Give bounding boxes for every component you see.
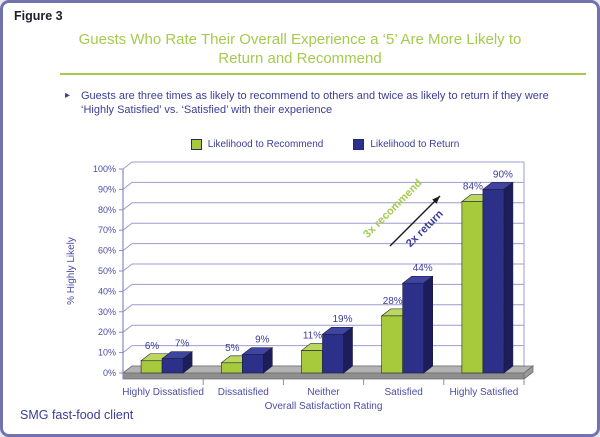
category-label: Highly Satisfied: [449, 387, 518, 398]
figure-label: Figure 3: [14, 9, 63, 23]
y-tick-label: 70%: [98, 225, 116, 235]
category-label: Satisfied: [385, 387, 423, 398]
bar-return: [482, 189, 505, 374]
bar-return: [242, 354, 264, 374]
bar-return-side: [503, 181, 514, 374]
legend-swatch-return: [353, 139, 365, 150]
y-tick-label: 90%: [98, 184, 116, 194]
y-gridline: [122, 202, 524, 211]
chart-title-line2: Return and Recommend: [218, 50, 382, 67]
value-label-recommend: 6%: [145, 341, 160, 352]
value-label-return: 9%: [255, 335, 270, 346]
y-tick-label: 100%: [93, 164, 116, 174]
bar-recommend: [140, 360, 163, 374]
y-tick-label: 30%: [98, 307, 116, 317]
value-label-recommend: 11%: [303, 331, 322, 342]
y-tick-label: 20%: [98, 327, 116, 337]
legend-item-return: Likelihood to Return: [353, 139, 459, 150]
chart-legend: Likelihood to Recommend Likelihood to Re…: [47, 139, 597, 150]
bar-return: [322, 333, 344, 374]
y-tick-label: 60%: [98, 246, 116, 256]
chart-title: Guests Who Rate Their Overall Experience…: [41, 30, 559, 68]
legend-label-return: Likelihood to Return: [370, 139, 460, 150]
bar-recommend: [301, 350, 323, 374]
value-label-recommend: 5%: [225, 343, 240, 354]
value-label-recommend: 28%: [383, 296, 403, 307]
value-label-return: 44%: [413, 263, 433, 274]
legend-swatch-recommend: [190, 139, 202, 150]
y-tick-label: 50%: [98, 266, 116, 276]
category-label: Dissatisfied: [218, 387, 269, 398]
bar-return: [402, 282, 425, 374]
floor-end: [523, 365, 534, 380]
x-axis-title: Overall Satisfaction Rating: [265, 401, 383, 412]
bullet-point: ▸ Guests are three times as likely to re…: [65, 89, 579, 117]
bar-return-side: [423, 275, 434, 374]
legend-item-recommend: Likelihood to Recommend: [190, 139, 324, 150]
y-gridline: [122, 161, 524, 170]
bar-return: [161, 358, 184, 374]
chart-title-line1: Guests Who Rate Their Overall Experience…: [78, 31, 522, 48]
value-label-recommend: 84%: [463, 182, 483, 193]
annotation-arrow: [389, 195, 441, 247]
y-tick-label: 80%: [98, 205, 116, 215]
y-gridline: [122, 304, 524, 313]
value-label-return: 19%: [332, 314, 352, 325]
bar-return-side: [343, 326, 353, 374]
y-axis-title: % Highly Likely: [66, 237, 77, 305]
floor-front: [122, 372, 525, 380]
bullet-text: Guests are three times as likely to reco…: [81, 90, 549, 116]
y-tick-label: 40%: [98, 286, 116, 296]
y-tick-label: 10%: [98, 348, 116, 358]
title-underline: [60, 73, 586, 75]
bar-recommend: [461, 201, 484, 374]
bar-recommend: [381, 315, 404, 374]
value-label-return: 7%: [175, 339, 190, 350]
y-gridline: [122, 263, 524, 272]
legend-label-recommend: Likelihood to Recommend: [207, 139, 324, 150]
y-gridline: [122, 181, 524, 190]
value-label-return: 90%: [493, 169, 513, 180]
category-label: Highly Dissatisfied: [122, 387, 204, 398]
footer-client-label: SMG fast-food client: [20, 408, 134, 422]
y-tick-label: 0%: [103, 368, 116, 378]
bar-chart: 0% 10% 20% 30% 40% 50% 60% 70% 80% 90% 100% Highly …: [66, 161, 535, 412]
bar-recommend: [221, 362, 243, 374]
bullet-triangle-icon: ▸: [65, 90, 71, 101]
y-gridline: [122, 283, 524, 292]
y-gridline: [122, 222, 524, 231]
category-label: Neither: [307, 387, 340, 398]
annotation-arrowhead: [432, 196, 440, 204]
